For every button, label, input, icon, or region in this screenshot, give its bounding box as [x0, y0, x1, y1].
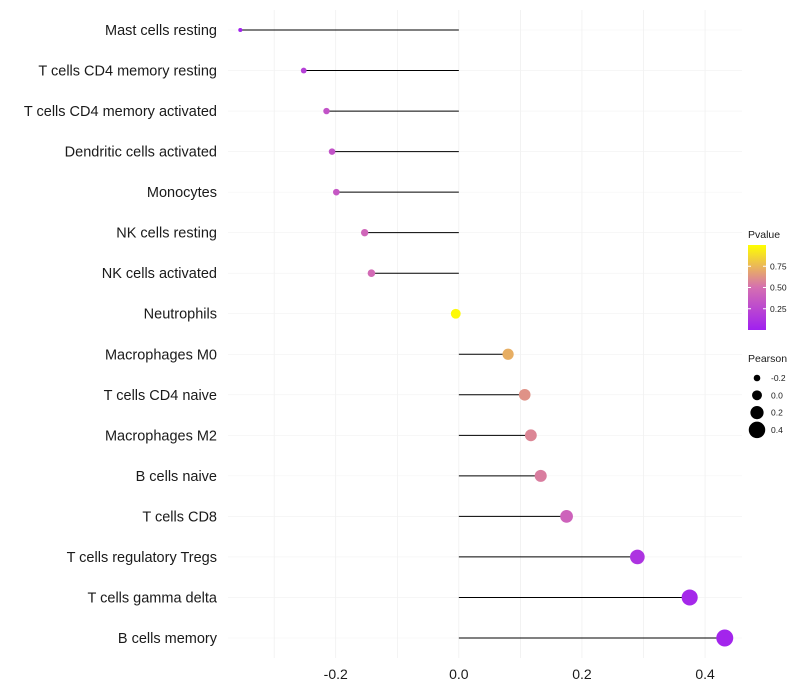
data-point	[300, 67, 307, 74]
data-point	[328, 148, 336, 155]
data-point	[502, 348, 514, 360]
colorbar-tick-label: 0.25	[770, 304, 787, 314]
pvalue-legend: Pvalue 0.75 0.50 0.25	[748, 229, 787, 330]
category-label: Macrophages M0	[105, 347, 217, 363]
data-point	[518, 388, 531, 401]
x-tick-label: 0.4	[695, 666, 715, 682]
x-tick-label: 0.2	[572, 666, 592, 682]
category-label: T cells CD4 memory activated	[24, 104, 217, 120]
data-point	[360, 228, 369, 237]
dots	[238, 27, 734, 647]
data-point	[716, 629, 734, 647]
size-legend-label: -0.2	[771, 373, 786, 383]
colorbar-tick-label: 0.50	[770, 283, 787, 293]
grid-lines	[228, 10, 742, 658]
x-axis-labels: -0.2 0.0 0.2 0.4	[324, 666, 715, 682]
x-tick-label: -0.2	[324, 666, 348, 682]
data-point	[681, 589, 698, 606]
category-label: T cells gamma delta	[88, 590, 218, 606]
data-point	[560, 510, 573, 523]
pvalue-colorbar	[748, 245, 766, 330]
data-point	[630, 549, 645, 565]
category-label: T cells regulatory Tregs	[67, 550, 217, 566]
category-label: Dendritic cells activated	[65, 145, 217, 161]
category-label: T cells CD4 memory resting	[38, 64, 217, 80]
pvalue-legend-title: Pvalue	[748, 229, 780, 241]
category-label: T cells CD8	[142, 509, 217, 525]
data-point	[323, 107, 330, 115]
data-point	[367, 269, 376, 277]
category-label: Monocytes	[147, 185, 217, 201]
y-axis-labels: Mast cells resting T cells CD4 memory res…	[24, 23, 218, 647]
category-label: Neutrophils	[144, 307, 217, 323]
category-label: NK cells resting	[116, 226, 217, 242]
colorbar-tick-label: 0.75	[770, 261, 787, 271]
pearson-legend-title: Pearson	[748, 353, 787, 365]
size-legend-dot	[752, 390, 762, 401]
data-point	[534, 469, 547, 482]
pearson-legend: Pearson -0.2 0.0 0.2 0.4	[748, 353, 787, 439]
size-legend-label: 0.4	[771, 425, 783, 435]
size-legend-label: 0.0	[771, 390, 783, 400]
data-point	[524, 429, 537, 442]
data-point	[238, 27, 243, 33]
stems	[240, 29, 725, 639]
category-label: B cells naive	[136, 469, 217, 485]
size-legend-dot	[753, 374, 761, 382]
category-label: Mast cells resting	[105, 23, 217, 39]
size-legend-dot	[748, 421, 766, 439]
x-tick-label: 0.0	[449, 666, 469, 682]
category-label: B cells memory	[118, 631, 218, 647]
category-label: T cells CD4 naive	[104, 388, 217, 404]
size-legend-dot	[750, 406, 764, 420]
data-point	[450, 308, 461, 319]
size-legend-label: 0.2	[771, 408, 783, 418]
data-point	[333, 188, 340, 196]
category-label: Macrophages M2	[105, 428, 217, 444]
category-label: NK cells activated	[102, 266, 217, 282]
